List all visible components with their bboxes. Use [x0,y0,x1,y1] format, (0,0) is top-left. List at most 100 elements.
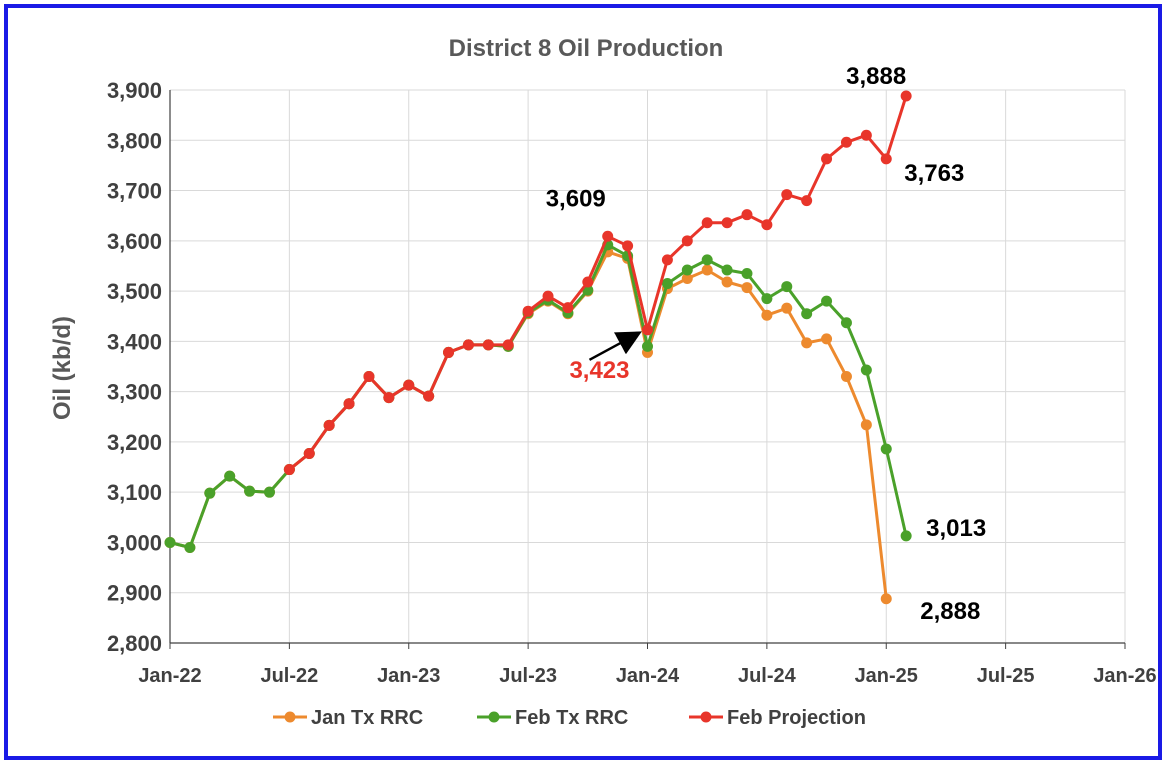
data-point [781,302,793,314]
data-point [562,302,574,314]
series-layer [164,90,912,605]
legend-label: Feb Tx RRC [515,707,628,729]
y-tick-label: 3,100 [107,480,162,505]
data-point [801,195,813,207]
data-label: 3,888 [846,63,906,90]
annotations: 3,888 3,763 3,609 3,423 3,013 2,888 [546,63,987,625]
data-point [323,419,335,431]
series-feb-tx-rrc [164,239,912,553]
grid [169,89,1126,644]
data-point [482,339,494,351]
data-point [244,485,256,497]
y-tick-label: 3,900 [107,78,162,103]
series-line [169,243,908,549]
data-point [661,278,673,290]
data-point [721,217,733,229]
y-tick-label: 2,800 [107,631,162,656]
data-point [283,464,295,476]
data-point [880,153,892,165]
data-point [821,333,833,345]
data-point [781,189,793,201]
data-point [423,390,435,402]
data-point [542,290,554,302]
data-point [741,267,753,279]
y-tick-label: 3,500 [107,279,162,304]
data-point [801,308,813,320]
x-tick-label: Jan-24 [616,665,680,687]
data-point [343,398,355,410]
legend-item: Feb Projection [689,707,866,729]
legend-label: Jan Tx RRC [311,707,423,729]
data-point [880,443,892,455]
data-point [164,536,176,548]
data-point [721,276,733,288]
y-tick-label: 3,700 [107,179,162,204]
data-point [900,90,912,102]
data-point [681,235,693,247]
data-label: 3,423 [569,357,629,384]
y-axis-label: Oil (kb/d) [49,316,76,420]
y-tick-label: 3,000 [107,530,162,555]
data-point [880,593,892,605]
line-chart: District 8 Oil Production Oil (kb/d) 2,8… [49,35,1157,729]
data-point [821,295,833,307]
data-point [741,282,753,294]
chart-frame: District 8 Oil Production Oil (kb/d) 2,8… [4,4,1162,760]
data-label: 3,763 [904,160,964,187]
data-point [761,309,773,321]
data-point [821,153,833,165]
data-label: 3,013 [926,515,986,542]
data-point [383,392,395,404]
data-point [642,340,653,352]
data-label: 2,888 [920,598,980,625]
data-point [721,264,733,276]
data-point [602,230,614,242]
data-point [403,379,415,391]
data-point [224,470,236,482]
data-point [840,136,852,148]
y-tick-label: 3,600 [107,229,162,254]
data-point [860,129,872,141]
data-point [701,217,713,229]
legend-swatch-marker [488,711,500,723]
y-tick-label: 3,800 [107,128,162,153]
x-tick-label: Jul-22 [260,665,318,687]
data-point [522,305,534,317]
data-point [840,371,852,383]
y-tick-label: 3,400 [107,329,162,354]
legend: Jan Tx RRC Feb Tx RRC Feb Projection [273,707,866,729]
y-tick-label: 2,900 [107,581,162,606]
data-point [860,419,872,431]
data-point [502,339,514,351]
x-tick-label: Jan-23 [377,665,440,687]
y-tick-label: 3,200 [107,430,162,455]
data-point [462,339,474,351]
legend-item: Jan Tx RRC [273,707,423,729]
data-point [761,219,773,231]
data-point [900,530,912,542]
data-point [801,337,813,349]
data-point [622,240,634,252]
y-tick-label: 3,300 [107,380,162,405]
x-tick-label: Jul-24 [738,665,797,687]
series-feb-projection [283,90,912,476]
data-point [363,371,375,383]
data-point [263,486,275,498]
data-point [204,487,216,499]
data-point [781,281,793,293]
legend-swatch-marker [700,711,712,723]
data-point [443,346,455,358]
data-point [582,276,594,288]
series-line [288,95,908,471]
data-point [840,317,852,329]
data-point [681,273,693,285]
x-tick-label: Jul-23 [499,665,557,687]
legend-item: Feb Tx RRC [477,707,628,729]
data-point [184,541,196,553]
x-tick-label: Jan-26 [1093,665,1156,687]
legend-label: Feb Projection [727,707,866,729]
data-point [661,254,673,266]
chart-title: District 8 Oil Production [449,35,724,62]
data-point [701,264,713,276]
data-point [761,293,773,305]
